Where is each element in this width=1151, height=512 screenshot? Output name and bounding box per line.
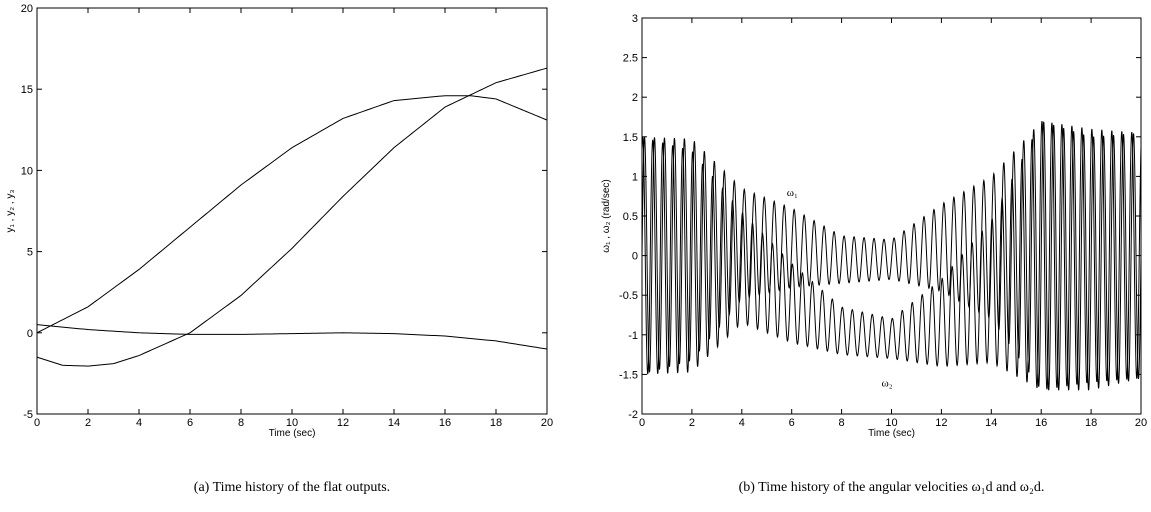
x-tick-label: 18	[490, 417, 502, 429]
x-tick-label: 20	[1135, 417, 1147, 429]
series-line-y2	[36, 67, 548, 367]
x-tick-label: 4	[136, 417, 142, 429]
x-tick-label: 20	[541, 417, 553, 429]
series-line-y3	[36, 324, 548, 350]
x-tick-label: 2	[689, 417, 695, 429]
y-tick-label: 20	[21, 3, 33, 15]
x-axis-label-a: Time (sec)	[269, 428, 316, 439]
caption-a: (a) Time history of the flat outputs.	[194, 480, 390, 495]
y-tick-label: -5	[23, 409, 33, 421]
y-axis-label-a: y₁ , y₂ , y₃	[5, 190, 16, 233]
x-tick-label: 10	[885, 417, 897, 429]
series-line-omega2	[641, 121, 1142, 390]
y-tick-label: 1	[632, 171, 638, 183]
x-tick-label: 0	[34, 417, 40, 429]
series-line-y1	[36, 95, 548, 334]
y-tick-label: 5	[27, 247, 33, 259]
y-tick-label: 0	[632, 251, 638, 263]
x-tick-label: 10	[286, 417, 298, 429]
x-tick-label: 2	[85, 417, 91, 429]
x-axis-label-b: Time (sec)	[868, 428, 915, 439]
tick-group-b: 0 2 4 6 8 10 12 14 16 18 20 -2 -1.5 -1 -0.5 0 0.5 1 1.5 2 2.…	[619, 13, 1147, 429]
x-tick-label: 18	[1085, 417, 1097, 429]
y-tick-label: 3	[632, 13, 638, 25]
x-tick-label: 4	[739, 417, 745, 429]
y-axis-label-b: ω₁ , ω₂ (rad/sec)	[601, 179, 612, 252]
x-tick-label: 16	[1035, 417, 1047, 429]
y-tick-label: 0	[27, 328, 33, 340]
x-tick-label: 16	[439, 417, 451, 429]
x-tick-label: 6	[789, 417, 795, 429]
y-tick-label: 10	[21, 165, 33, 177]
x-tick-label: 14	[388, 417, 400, 429]
x-tick-label: 12	[337, 417, 349, 429]
y-tick-label: -0.5	[619, 290, 638, 302]
y-tick-label: 15	[21, 84, 33, 96]
x-tick-label: 0	[639, 417, 645, 429]
x-tick-label: 12	[935, 417, 947, 429]
panel-angular-velocities: 0 2 4 6 8 10 12 14 16 18 20 -2 -1.5 -1 -0.5 0 0.5 1 1.5 2 2.…	[601, 13, 1147, 495]
axes-frame-a	[36, 7, 548, 415]
y-tick-label: 2	[632, 92, 638, 104]
x-tick-label: 14	[985, 417, 997, 429]
omega1-annotation: ω₁	[787, 187, 798, 199]
plot-area-a	[36, 67, 548, 367]
y-tick-label: 1.5	[623, 132, 638, 144]
y-tick-label: -2	[628, 409, 638, 421]
caption-b: (b) Time history of the angular velociti…	[739, 480, 1045, 495]
x-tick-label: 8	[238, 417, 244, 429]
y-tick-label: 2.5	[623, 53, 638, 65]
y-tick-label: 0.5	[623, 211, 638, 223]
x-tick-label: 8	[839, 417, 845, 429]
x-tick-label: 6	[187, 417, 193, 429]
y-tick-label: -1	[628, 330, 638, 342]
omega2-annotation: ω₂	[882, 377, 893, 389]
y-tick-label: -1.5	[619, 369, 638, 381]
plot-area-b	[641, 121, 1142, 391]
